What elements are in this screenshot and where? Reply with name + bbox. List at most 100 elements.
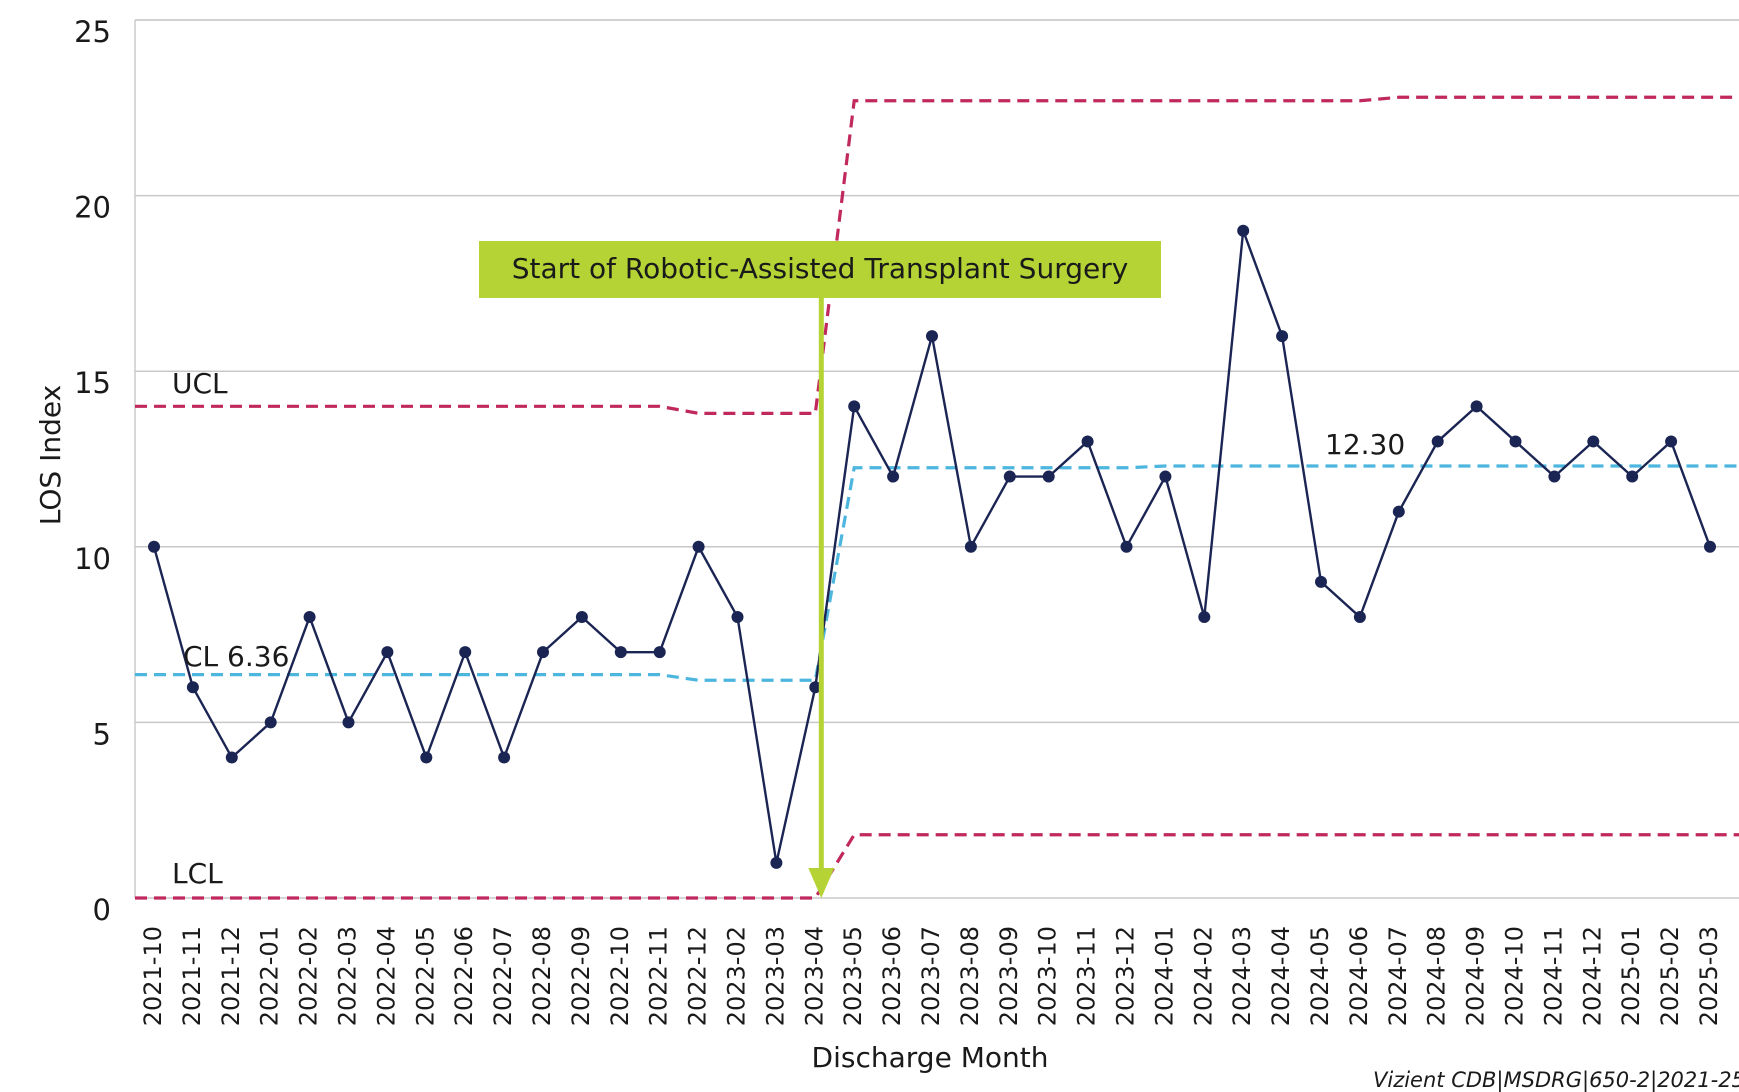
data-point <box>420 751 433 764</box>
data-point <box>770 856 783 869</box>
x-tick-label: 2024-08 <box>1423 926 1451 1026</box>
data-point <box>342 716 355 729</box>
data-point <box>1392 505 1405 518</box>
annotation-arrowhead <box>808 868 835 898</box>
data-point <box>731 611 744 624</box>
x-tick-label: 2022-01 <box>256 926 284 1026</box>
x-tick-label: 2024-02 <box>1189 926 1217 1026</box>
data-point <box>809 681 822 694</box>
x-tick-label: 2022-12 <box>684 926 712 1026</box>
x-tick-label: 2022-03 <box>334 926 362 1026</box>
data-point <box>1081 435 1094 448</box>
lcl-label: LCL <box>172 857 223 890</box>
x-tick-label: 2021-12 <box>217 926 245 1026</box>
y-tick-label: 0 <box>93 893 111 927</box>
y-tick-label: 10 <box>74 542 111 576</box>
x-tick-label: 2024-03 <box>1228 926 1256 1026</box>
data-point <box>1509 435 1522 448</box>
x-tick-label: 2023-10 <box>1034 926 1062 1026</box>
data-point <box>1353 611 1366 624</box>
data-point <box>1626 470 1639 483</box>
y-tick-label: 5 <box>93 717 111 751</box>
x-tick-label: 2023-04 <box>800 926 828 1026</box>
data-point <box>1431 435 1444 448</box>
x-tick-label: 2022-10 <box>606 926 634 1026</box>
data-point <box>1276 330 1289 343</box>
x-tick-label: 2022-06 <box>450 926 478 1026</box>
series-line <box>135 833 1739 900</box>
data-point <box>225 751 238 764</box>
y-tick-label: 20 <box>74 191 111 225</box>
x-tick-label: 2023-05 <box>839 926 867 1026</box>
data-point <box>575 611 588 624</box>
y-axis-label: LOS Index <box>34 385 67 525</box>
data-point <box>1042 470 1055 483</box>
data-point <box>692 540 705 553</box>
data-point <box>1315 575 1327 588</box>
data-point <box>1470 400 1483 413</box>
data-point <box>1548 470 1561 483</box>
data-point <box>887 470 900 483</box>
x-tick-label: 2021-11 <box>178 926 206 1026</box>
x-tick-label: 2023-12 <box>1112 926 1140 1026</box>
data-point <box>1159 470 1172 483</box>
ucl-label: UCL <box>172 367 228 400</box>
x-tick-label: 2021-10 <box>139 926 167 1026</box>
x-tick-label: 2023-02 <box>723 926 751 1026</box>
annotation-box <box>479 241 1161 298</box>
x-tick-label: 2024-01 <box>1150 926 1178 1026</box>
data-point <box>1120 540 1133 553</box>
x-tick-label: 2022-05 <box>411 926 439 1026</box>
annotation-text: Start of Robotic-Assisted Transplant Sur… <box>512 252 1129 285</box>
x-tick-label: 2022-02 <box>295 926 323 1026</box>
x-tick-label: 2024-07 <box>1384 926 1412 1026</box>
data-point <box>303 611 316 624</box>
x-tick-label: 2023-11 <box>1073 926 1101 1026</box>
x-tick-label: 2022-09 <box>567 926 595 1026</box>
x-tick-label: 2023-03 <box>761 926 789 1026</box>
series-line <box>135 95 1739 415</box>
data-point <box>459 646 472 659</box>
data-point <box>537 646 549 659</box>
x-tick-label: 2024-09 <box>1462 926 1490 1026</box>
data-point <box>614 646 627 659</box>
y-tick-label: 25 <box>74 15 111 49</box>
x-tick-label: 2024-12 <box>1578 926 1606 1026</box>
x-tick-label: 2025-03 <box>1695 926 1723 1026</box>
data-point <box>1665 435 1678 448</box>
data-point <box>848 400 861 413</box>
x-tick-label: 2025-02 <box>1656 926 1684 1026</box>
data-point <box>1237 224 1250 237</box>
data-point <box>964 540 977 553</box>
x-tick-label: 2024-04 <box>1267 926 1295 1026</box>
data-point <box>148 540 160 553</box>
data-point <box>498 751 511 764</box>
data-point <box>381 646 394 659</box>
cl2-label: 12.30 <box>1325 428 1405 461</box>
x-tick-label: 2023-08 <box>956 926 984 1026</box>
footer: Vizient CDB|MSDRG|650-2|2021-25 <box>1373 1068 1739 1092</box>
x-tick-label: 2024-10 <box>1501 926 1529 1026</box>
data-point <box>1587 435 1600 448</box>
data-point <box>653 646 666 659</box>
x-tick-label: 2025-01 <box>1617 926 1645 1026</box>
x-tick-label: 2024-11 <box>1539 926 1567 1026</box>
x-tick-label: 2022-08 <box>528 926 556 1026</box>
data-point <box>264 716 277 729</box>
data-point <box>186 681 199 694</box>
data-point <box>926 330 938 343</box>
x-tick-label: 2024-05 <box>1306 926 1334 1026</box>
x-tick-label: 2023-06 <box>878 926 906 1026</box>
x-tick-label: 2022-04 <box>372 926 400 1026</box>
x-tick-label: 2024-06 <box>1345 926 1373 1026</box>
y-tick-label: 15 <box>74 366 111 400</box>
x-tick-label: 2023-07 <box>917 926 945 1026</box>
x-axis-label: Discharge Month <box>812 1041 1049 1074</box>
x-tick-label: 2022-07 <box>489 926 517 1026</box>
x-tick-label: 2022-11 <box>645 926 673 1026</box>
data-point <box>1704 540 1716 553</box>
cl-label: CL 6.36 <box>183 640 289 673</box>
series-line <box>135 464 1739 682</box>
data-point <box>1003 470 1016 483</box>
